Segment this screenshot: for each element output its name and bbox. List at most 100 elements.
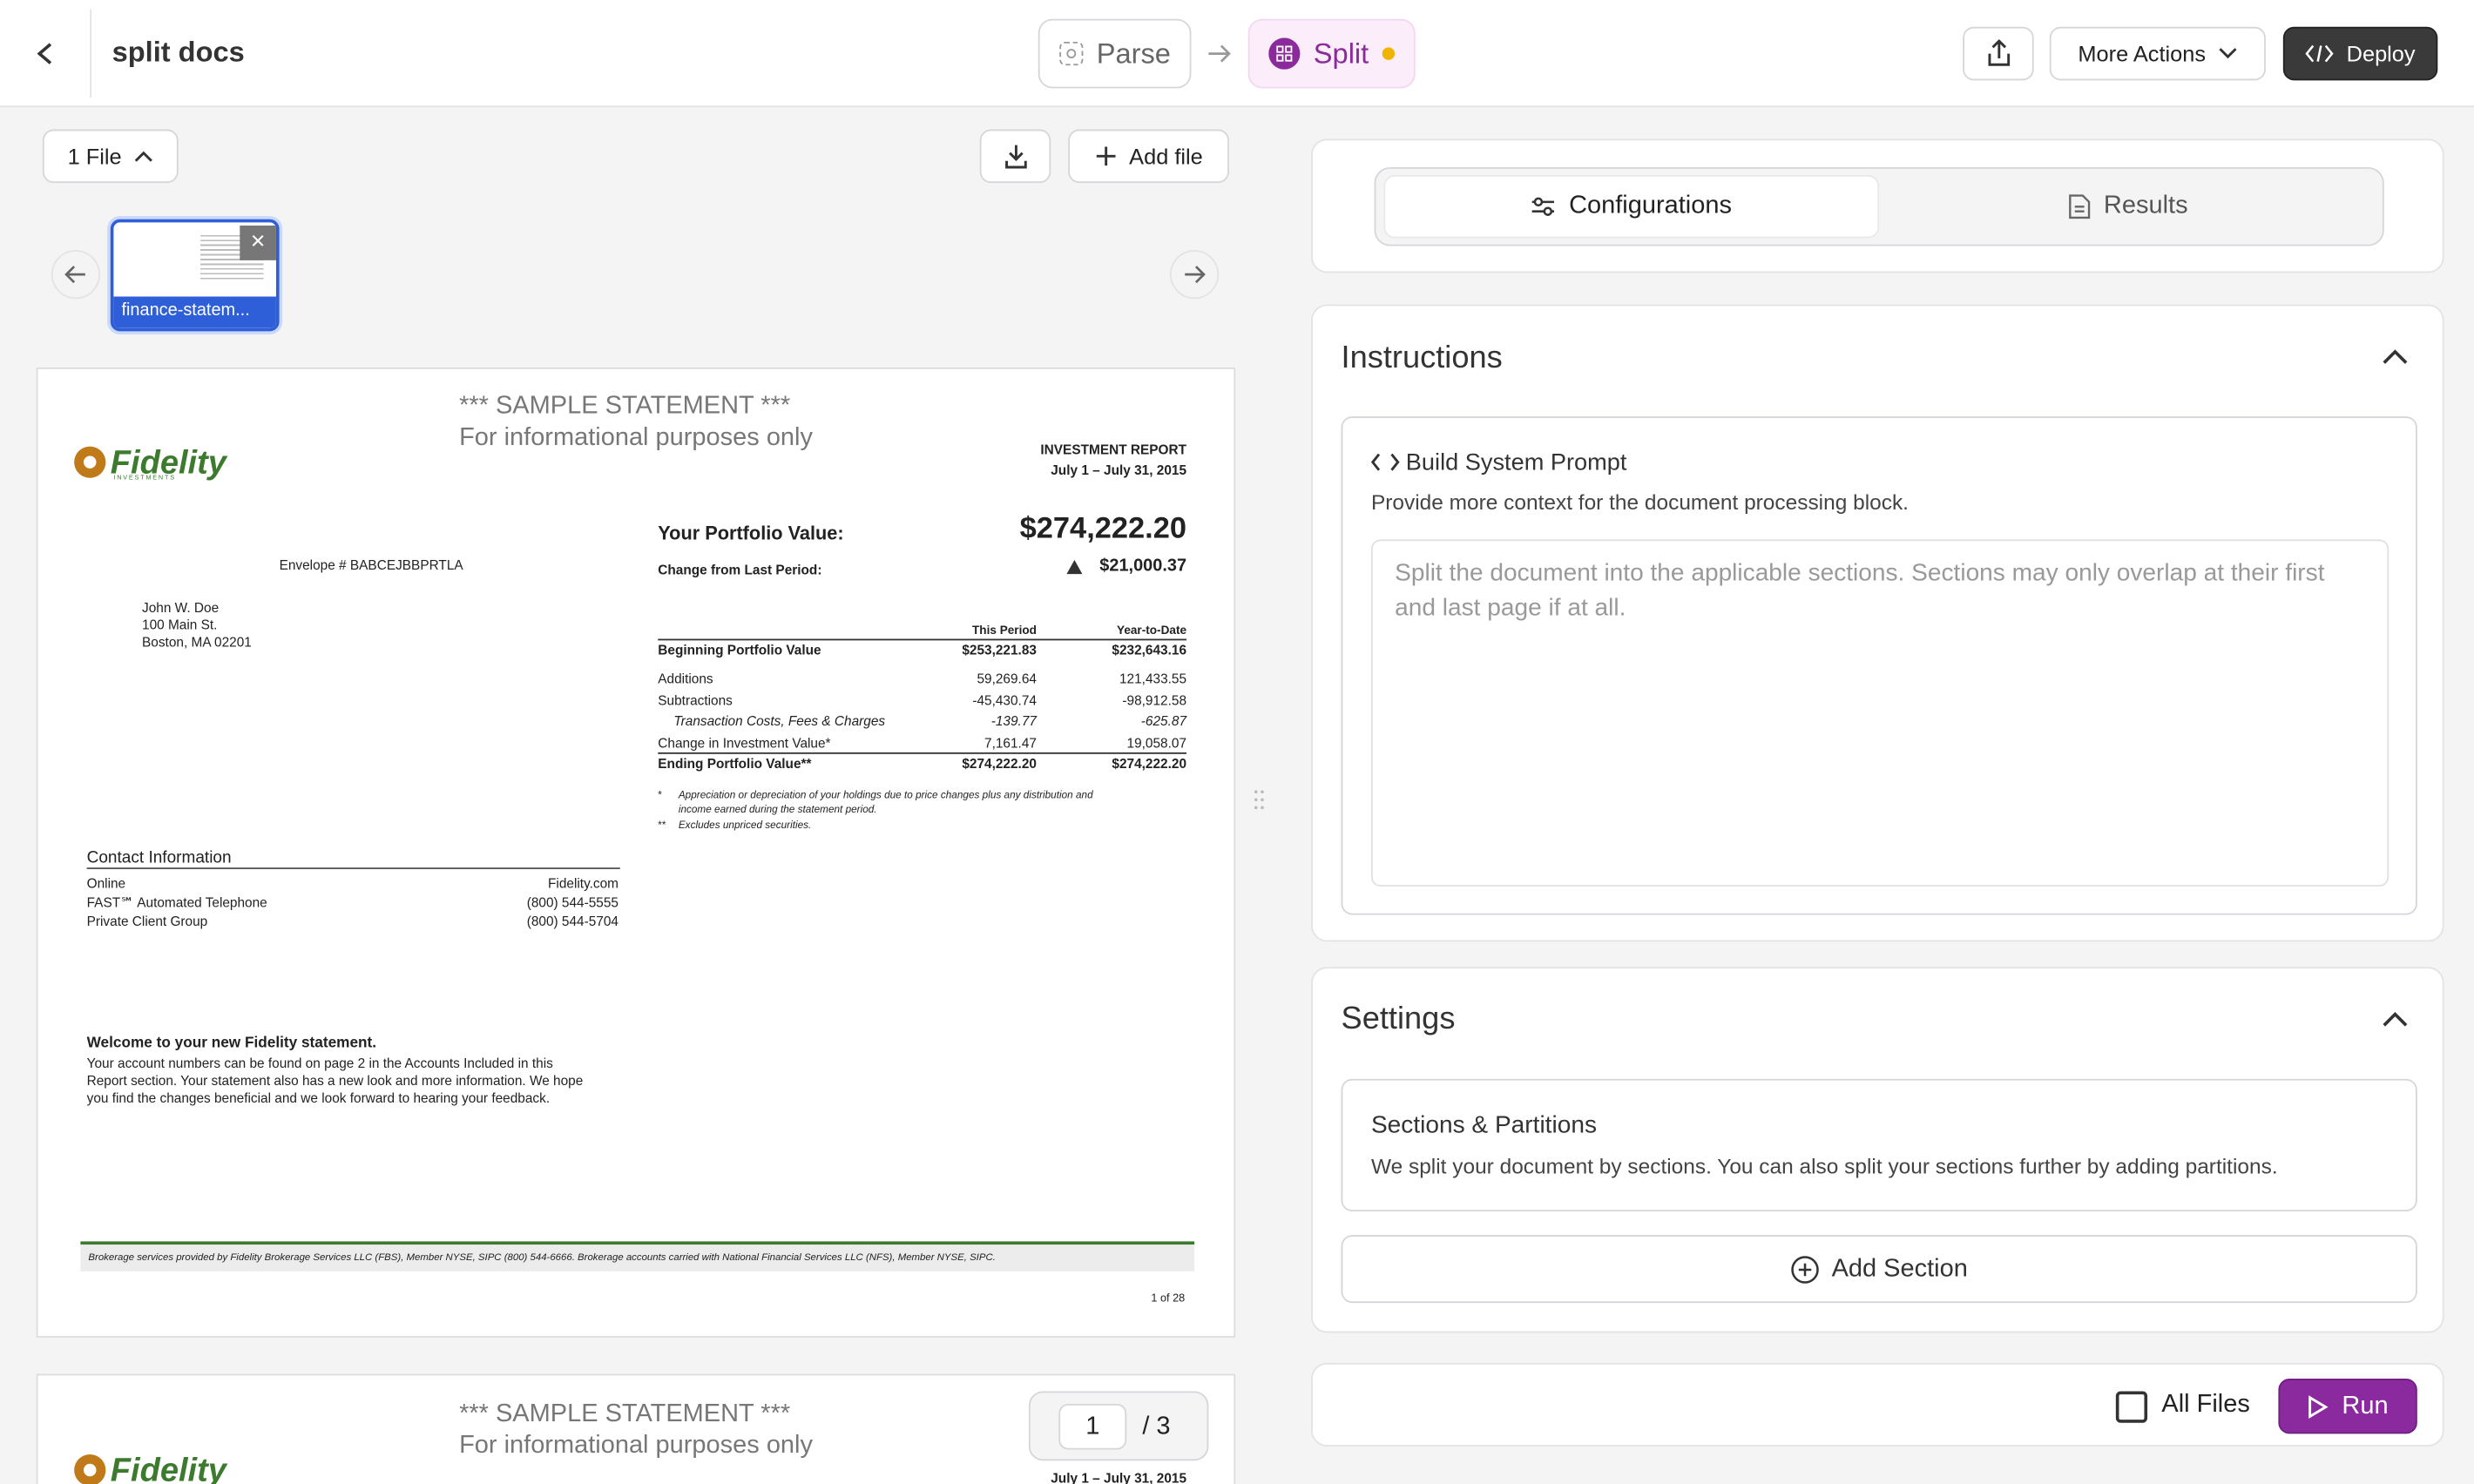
footnote: Excludes unpriced securities. [678,820,812,832]
row-label: Subtractions [658,692,733,709]
deploy-label: Deploy [2346,41,2416,67]
prompt-textarea[interactable]: Split the document into the applicable s… [1370,539,2390,887]
footer-band: Brokerage services provided by Fidelity … [80,1241,1195,1272]
sample-heading: *** SAMPLE STATEMENT *** [459,1400,791,1428]
row-value: 59,269.64 [977,670,1037,686]
column-header: Year-to-Date [1117,623,1187,637]
back-button[interactable] [31,39,60,68]
logo: Fidelity [110,1453,226,1484]
page-total: / 3 [1142,1413,1171,1440]
contact-title: Contact Information [86,848,232,868]
add-file-label: Add file [1129,143,1203,169]
portfolio-value: $274,222.20 [1019,512,1187,546]
purpose-heading: For informational purposes only [459,1432,813,1460]
step-arrow [1208,44,1231,63]
plus-icon [1096,146,1115,166]
rule [658,638,1187,641]
code-icon [2305,44,2334,63]
instructions-card: Instructions Build System Prompt Provide… [1311,304,2444,942]
row-label: Change in Investment Value* [658,735,831,752]
chevron [134,151,153,162]
file-count-label: 1 File [67,143,122,169]
row-value: $274,222.20 [1112,755,1187,772]
row-label: Ending Portfolio Value** [658,755,812,772]
parse-label: Parse [1096,37,1171,69]
file-count-button[interactable]: 1 File [42,129,179,184]
add-section-button[interactable]: Add Section [1341,1235,2417,1304]
contact-value: Fidelity.com [548,875,618,892]
download-button[interactable] [979,129,1051,184]
document-icon [2069,194,2091,219]
fidelity-emblem [74,446,106,478]
chevron [2219,48,2237,59]
code-icon [1370,453,1400,471]
share-icon [1987,39,2010,66]
report-period: July 1 – July 31, 2015 [1051,462,1187,478]
envelope: Envelope # BABCEJBBPRTLA [279,556,463,573]
all-files-checkbox[interactable] [2115,1391,2148,1423]
split-icon [1269,37,1301,70]
welcome-line: Report section. Your statement also has … [86,1072,584,1089]
prev-file-button[interactable] [51,249,101,300]
welcome-line: you find the changes beneficial and we l… [86,1089,551,1106]
configurations-tab[interactable]: Configurations [1383,175,1880,239]
prompt-title: Build System Prompt [1405,449,1627,476]
row-value: 7,161.47 [984,735,1037,752]
footnote: Appreciation or depreciation of your hol… [678,790,1093,802]
sections-box: Sections & Partitions We split your docu… [1341,1078,2417,1212]
change-value: $21,000.37 [1099,556,1187,577]
fidelity-emblem [74,1454,106,1484]
address-line: Boston, MA 02201 [142,634,252,651]
portfolio-label: Your Portfolio Value: [658,522,844,544]
next-file-button[interactable] [1169,249,1220,300]
welcome-line: Your account numbers can be found on pag… [86,1055,553,1071]
play-icon [2308,1394,2329,1419]
run-label: Run [2342,1392,2389,1420]
row-value: $274,222.20 [962,755,1037,772]
file-thumbnail[interactable]: × finance-statem... [110,219,280,332]
address-line: John W. Doe [142,599,220,616]
tab-label: Configurations [1569,192,1732,219]
logo-sub: INVESTMENTS [113,473,176,482]
row-value: 19,058.07 [1126,735,1187,752]
document-page: *** SAMPLE STATEMENT *** For information… [36,368,1236,1338]
parse-step[interactable]: Parse [1038,18,1192,89]
sliders-icon [1532,197,1555,216]
add-file-button[interactable]: Add file [1068,129,1229,184]
page-input[interactable]: 1 [1058,1403,1127,1450]
logo: Fidelity [110,444,226,482]
row-value: -139.77 [990,712,1037,729]
download-icon [1004,145,1026,169]
prompt-description: Provide more context for the document pr… [1370,490,1909,515]
row-value: -625.87 [1140,712,1187,729]
parse-icon [1059,41,1084,66]
contact-value: (800) 544-5555 [526,894,618,911]
section-title: Instructions [1341,341,1503,376]
resize-handle[interactable] [1253,789,1265,811]
collapse-button[interactable] [2383,348,2408,364]
row-value: $253,221.83 [962,642,1037,658]
run-button[interactable]: Run [2278,1379,2417,1434]
tab-bar: Configurations Results [1374,166,2384,246]
remove-file-button[interactable]: × [240,226,276,260]
deploy-button[interactable]: Deploy [2282,26,2438,81]
prompt-box: Build System Prompt Provide more context… [1341,416,2417,915]
contact-label: FAST℠ Automated Telephone [86,894,267,911]
split-label: Split [1313,37,1369,69]
more-actions-button[interactable]: More Actions [2049,26,2266,81]
row-label: Beginning Portfolio Value [658,642,821,658]
settings-card: Settings Sections & Partitions We split … [1311,967,2444,1333]
share-button[interactable] [1963,26,2034,81]
row-value: 121,433.55 [1119,670,1187,686]
split-step[interactable]: Split [1247,18,1416,89]
sections-description: We split your document by sections. You … [1370,1154,2278,1178]
tab-label: Results [2103,192,2188,219]
contact-value: (800) 544-5704 [526,913,618,929]
page-number: 1 of 28 [1151,1293,1186,1305]
section-title: Settings [1341,1002,1456,1036]
results-tab[interactable]: Results [1881,175,2376,238]
footnote: income earned during the statement perio… [678,804,877,816]
collapse-button[interactable] [2383,1011,2408,1027]
row-value: -45,430.74 [972,692,1037,709]
